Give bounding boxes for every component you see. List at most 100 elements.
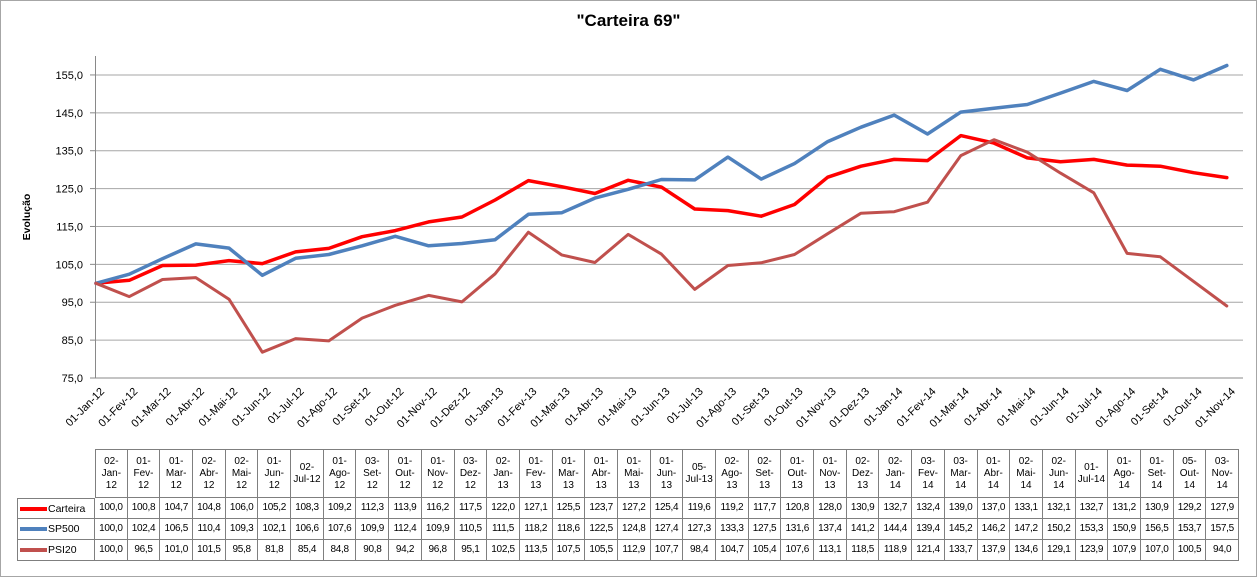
table-value-cell: 122,5 (585, 519, 618, 540)
table-header-cell: 01- Nov- 13 (814, 449, 847, 498)
table-value-cell: 119,2 (716, 498, 749, 519)
y-axis-title: Evolução (21, 194, 33, 241)
table-value-cell: 109,9 (421, 519, 455, 540)
table-value-cell: 106,6 (291, 519, 324, 540)
table-header-cell: 01- Jun- 12 (258, 449, 292, 498)
table-value-cell: 141,2 (846, 519, 880, 540)
table-header-cell: 01- Jun- 13 (650, 449, 684, 498)
y-tick-label: 115,0 (56, 221, 83, 233)
table-value-cell: 109,9 (356, 519, 390, 540)
table-value-cell: 125,5 (552, 498, 586, 519)
table-value-cell: 153,7 (1173, 519, 1207, 540)
table-value-cell: 107,7 (650, 540, 684, 561)
table-value-cell: 125,4 (650, 498, 684, 519)
table-header-cell: 02- Jun- 14 (1042, 449, 1076, 498)
table-value-cell: 102,5 (487, 540, 520, 561)
table-value-cell: 113,5 (519, 540, 553, 561)
table-value-cell: 118,9 (879, 540, 913, 561)
table-header-cell: 01- Nov- 12 (421, 449, 455, 498)
table-value-cell: 131,6 (781, 519, 815, 540)
table-value-cell: 105,5 (585, 540, 618, 561)
y-tick-label: 95,0 (62, 297, 83, 309)
table-value-cell: 104,8 (193, 498, 226, 519)
table-value-cell: 130,9 (1140, 498, 1174, 519)
legend-label-psi20: PSI20 (48, 544, 77, 556)
table-header-cell: 02- Mai- 14 (1010, 449, 1043, 498)
series-line-carteira (94, 133, 1229, 286)
table-value-cell: 95,8 (225, 540, 259, 561)
legend-label-carteira: Carteira (48, 502, 86, 515)
table-value-cell: 134,6 (1010, 540, 1043, 561)
legend-item-psi20: PSI20 (17, 540, 95, 561)
table-value-cell: 107,6 (781, 540, 815, 561)
table-value-cell: 144,4 (879, 519, 913, 540)
table-value-cell: 96,5 (127, 540, 161, 561)
table-value-cell: 113,1 (814, 540, 847, 561)
table-value-cell: 121,4 (912, 540, 945, 561)
table-value-cell: 123,9 (1075, 540, 1109, 561)
table-value-cell: 107,5 (552, 540, 586, 561)
table-value-cell: 90,8 (356, 540, 390, 561)
table-header-cell: 01- Mar- 13 (552, 449, 586, 498)
table-header-cell: 01- Jul-14 (1075, 449, 1109, 498)
table-value-cell: 153,3 (1075, 519, 1109, 540)
table-value-cell: 100,0 (95, 540, 128, 561)
table-value-cell: 145,2 (944, 519, 978, 540)
table-value-cell: 137,4 (814, 519, 847, 540)
table-value-cell: 137,0 (977, 498, 1011, 519)
table-header-cell: 03- Mar- 14 (944, 449, 978, 498)
table-header-cell: 01- Mar- 12 (160, 449, 194, 498)
table-value-cell: 112,9 (617, 540, 651, 561)
table-value-cell: 96,8 (421, 540, 455, 561)
table-value-cell: 124,8 (617, 519, 651, 540)
table-value-cell: 85,4 (291, 540, 324, 561)
legend-item-sp500: SP500 (17, 519, 95, 540)
table-header-cell: 01- Abr- 14 (977, 449, 1011, 498)
table-value-cell: 94,0 (1206, 540, 1239, 561)
table-value-cell: 95,1 (454, 540, 488, 561)
table-header-cell: 02- Abr- 12 (193, 449, 226, 498)
table-header-cell: 02- Mai- 12 (225, 449, 259, 498)
table-value-cell: 112,4 (389, 519, 422, 540)
table-value-cell: 105,4 (748, 540, 782, 561)
table-value-cell: 139,4 (912, 519, 945, 540)
series-line-psi20 (94, 138, 1229, 354)
table-value-cell: 119,6 (683, 498, 717, 519)
table-value-cell: 156,5 (1140, 519, 1174, 540)
table-value-cell: 100,0 (95, 519, 128, 540)
table-value-cell: 105,2 (258, 498, 292, 519)
table-header-cell: 01- Fev- 13 (519, 449, 553, 498)
y-tick-label: 155,0 (55, 70, 83, 82)
table-corner-cell (17, 449, 95, 498)
table-value-cell: 100,8 (127, 498, 161, 519)
table-header-cell: 05- Out- 14 (1173, 449, 1207, 498)
table-header-cell: 03- Fev- 14 (912, 449, 945, 498)
table-value-cell: 133,1 (1010, 498, 1043, 519)
table-header-cell: 01- Abr- 13 (585, 449, 618, 498)
table-value-cell: 100,0 (95, 498, 128, 519)
table-value-cell: 118,6 (552, 519, 586, 540)
data-table: 02- Jan- 12 01- Fev- 12 01- Mar- 12 02- Abr… (17, 449, 1239, 561)
table-value-cell: 101,5 (193, 540, 226, 561)
table-value-cell: 107,6 (323, 519, 357, 540)
table-header-cell: 02- Jul-12 (291, 449, 324, 498)
table-value-cell: 108,3 (291, 498, 324, 519)
table-value-cell: 133,3 (716, 519, 749, 540)
table-value-cell: 129,2 (1173, 498, 1207, 519)
table-value-cell: 113,9 (389, 498, 422, 519)
table-header-cell: 03- Nov- 14 (1206, 449, 1239, 498)
table-value-cell: 130,9 (846, 498, 880, 519)
table-value-cell: 157,5 (1206, 519, 1239, 540)
y-tick-label: 125,0 (55, 184, 83, 196)
table-header-cell: 03- Set- 12 (356, 449, 390, 498)
table-value-cell: 102,4 (127, 519, 161, 540)
table-header-cell: 02- Ago- 13 (716, 449, 749, 498)
table-value-cell: 81,8 (258, 540, 292, 561)
table-header-cell: 05- Jul-13 (683, 449, 717, 498)
table-header-cell: 02- Jan- 12 (95, 449, 128, 498)
table-value-cell: 101,0 (160, 540, 194, 561)
table-value-cell: 123,7 (585, 498, 618, 519)
y-tick-label: 75,0 (62, 373, 83, 385)
y-tick-label: 85,0 (62, 335, 83, 347)
